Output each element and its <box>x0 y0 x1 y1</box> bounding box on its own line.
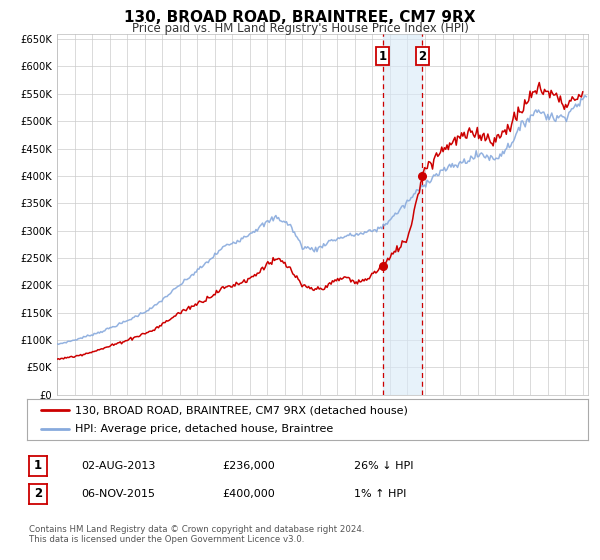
Text: 2: 2 <box>34 487 42 501</box>
Text: HPI: Average price, detached house, Braintree: HPI: Average price, detached house, Brai… <box>74 424 333 433</box>
Bar <box>383 34 422 395</box>
Text: This data is licensed under the Open Government Licence v3.0.: This data is licensed under the Open Gov… <box>29 535 304 544</box>
Text: 06-NOV-2015: 06-NOV-2015 <box>81 489 155 499</box>
Text: £400,000: £400,000 <box>222 489 275 499</box>
Text: 130, BROAD ROAD, BRAINTREE, CM7 9RX: 130, BROAD ROAD, BRAINTREE, CM7 9RX <box>124 10 476 25</box>
Text: £236,000: £236,000 <box>222 461 275 471</box>
Text: Contains HM Land Registry data © Crown copyright and database right 2024.: Contains HM Land Registry data © Crown c… <box>29 525 364 534</box>
Text: 1: 1 <box>34 459 42 473</box>
Text: 1% ↑ HPI: 1% ↑ HPI <box>354 489 406 499</box>
Text: 130, BROAD ROAD, BRAINTREE, CM7 9RX (detached house): 130, BROAD ROAD, BRAINTREE, CM7 9RX (det… <box>74 405 407 415</box>
Text: Price paid vs. HM Land Registry's House Price Index (HPI): Price paid vs. HM Land Registry's House … <box>131 22 469 35</box>
Text: 02-AUG-2013: 02-AUG-2013 <box>81 461 155 471</box>
Text: 1: 1 <box>379 50 387 63</box>
Text: 2: 2 <box>418 50 427 63</box>
Text: 26% ↓ HPI: 26% ↓ HPI <box>354 461 413 471</box>
